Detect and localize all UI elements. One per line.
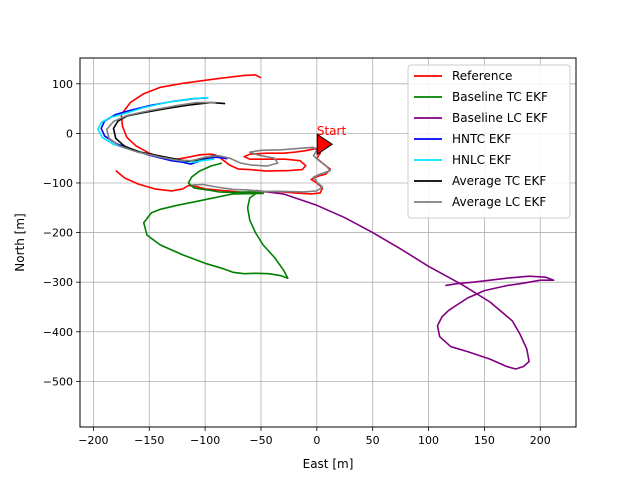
x-tick-label: 50 [366,434,380,447]
x-tick-label: 150 [474,434,495,447]
series-lines [97,74,555,370]
y-tick-label: 100 [52,78,73,91]
y-tick-label: −400 [43,326,73,339]
series-line-baseline-tc-ekf [142,162,289,279]
start-annotation: Start [317,124,347,138]
legend-label: HNTC EKF [452,132,511,146]
legend-label: HNLC EKF [452,153,511,167]
x-tick-label: −50 [249,434,272,447]
x-tick-label: −100 [190,434,220,447]
legend: Reference Baseline TC EKF Baseline LC EKF H… [407,64,571,219]
legend-label: Average LC EKF [452,195,546,209]
x-tick-label: 0 [313,434,320,447]
x-tick-label: 200 [530,434,551,447]
x-tick-label: 100 [418,434,439,447]
y-tick-label: −200 [43,227,73,240]
series-line-average-lc-ekf [106,101,331,193]
legend-label: Average TC EKF [452,174,546,188]
y-tick-label: −500 [43,375,73,388]
start-marker [316,133,334,156]
legend-box [407,64,571,219]
legend-label: Baseline TC EKF [452,90,548,104]
x-tick-label: −200 [78,434,108,447]
series-line-baseline-lc-ekf [255,189,555,370]
y-tick-label: 0 [66,127,73,140]
x-tick-label: −150 [134,434,164,447]
y-axis-label: North [m] [13,213,27,271]
y-tick-label: −100 [43,177,73,190]
axes-frame [79,57,577,428]
y-tick-label: −300 [43,276,73,289]
start-marker-group: Start [316,124,347,156]
ticks: −200 −150 −100 −50 0 50 100 150 200−500−400−300−… [43,78,551,447]
x-axis-label: East [m] [303,457,354,471]
legend-label: Reference [452,69,512,83]
legend-label: Baseline LC EKF [452,111,548,125]
